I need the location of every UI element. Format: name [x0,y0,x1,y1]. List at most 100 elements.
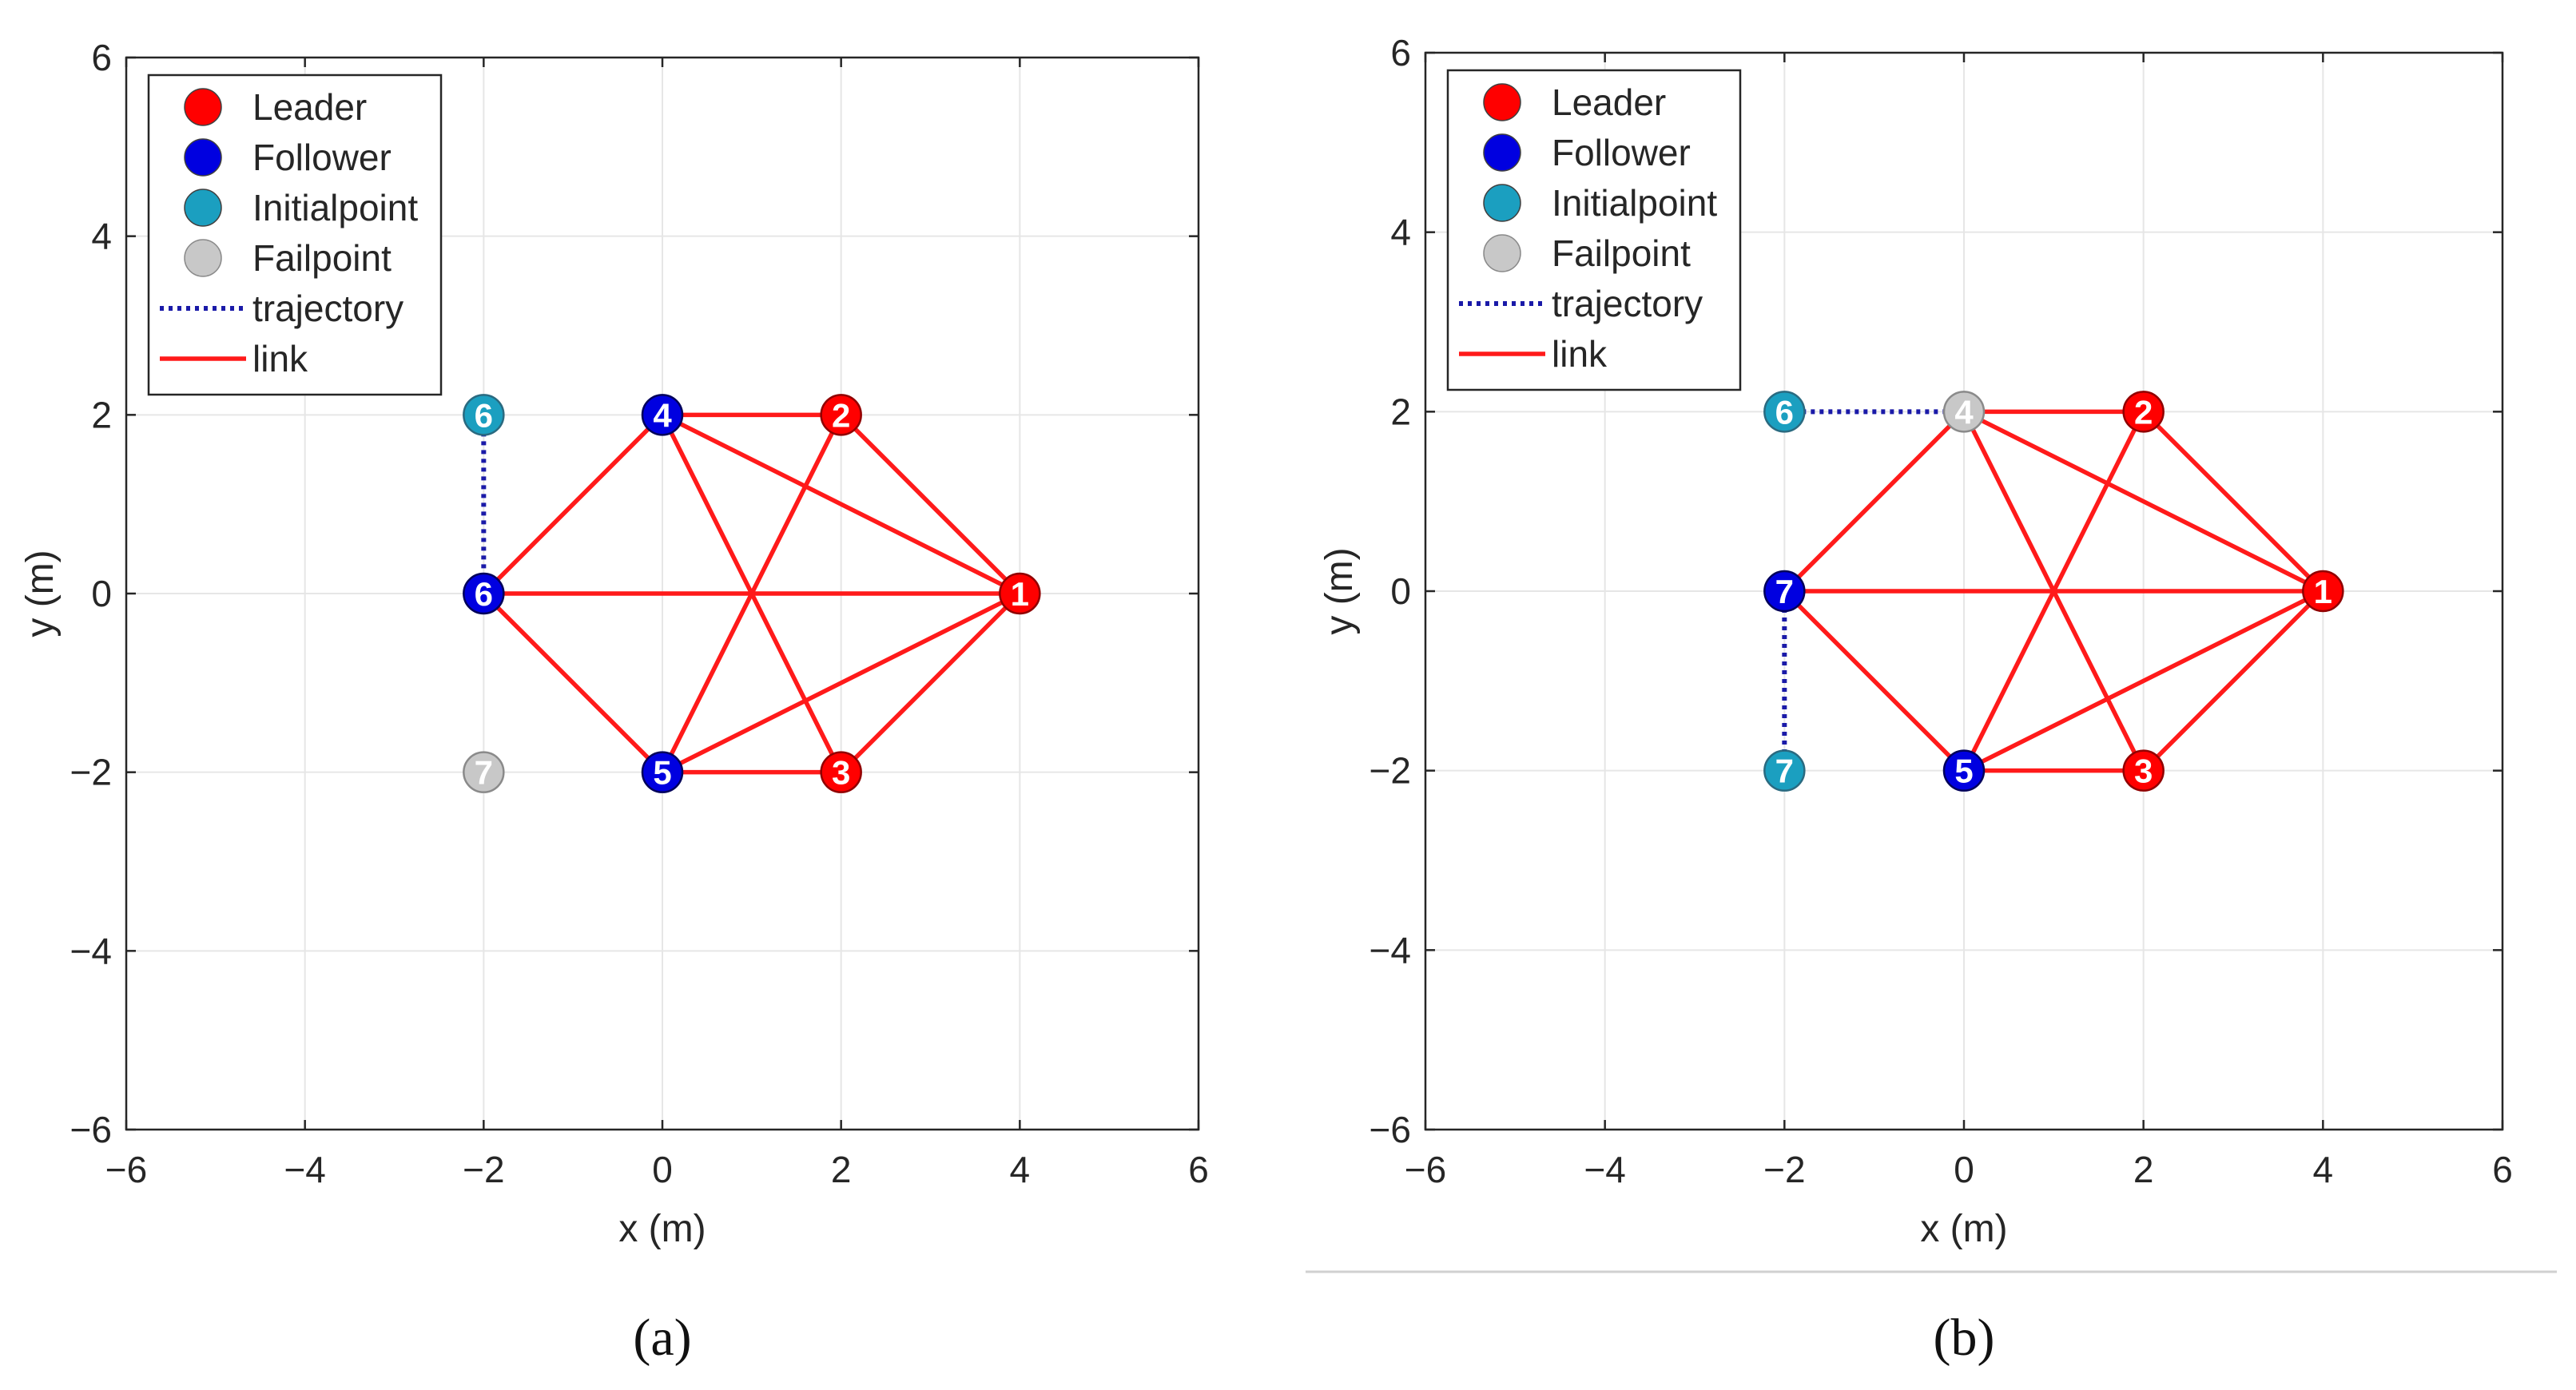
x-tick-label: −2 [1763,1149,1805,1190]
agent-marker-leader [820,394,862,436]
x-tick-label: 4 [1010,1149,1031,1190]
legend-label: Leader [252,86,367,128]
legend-label: trajectory [252,288,403,329]
agent-marker-follower [463,572,505,615]
x-axis-label: x (m) [1920,1208,2007,1250]
x-tick-label: −6 [1405,1149,1446,1190]
link-line [2141,410,2325,593]
legend-marker [184,189,222,227]
link-line [839,592,1022,774]
agent-id-label: 4 [1954,393,1974,431]
agent-id-label: 5 [1954,753,1973,790]
agent-marker-follower [641,751,684,793]
link-line [482,413,664,595]
y-tick-label: −2 [1369,750,1411,792]
legend-marker [184,88,222,126]
agent-id-label: 7 [1775,573,1794,610]
legend-label: Follower [1552,132,1691,173]
x-tick-label: 0 [1954,1149,1974,1190]
agent-marker-leader [2302,570,2344,613]
agent-id-label: 2 [2134,393,2153,431]
x-tick-label: −4 [1584,1149,1625,1190]
agent-marker-initial [463,394,505,436]
agent-id-label: 6 [1775,393,1794,431]
x-tick-label: 6 [2492,1149,2513,1190]
agent-marker-initial [1763,391,1806,433]
y-tick-label: 4 [1390,212,1411,253]
legend-label: link [252,338,308,379]
agent-marker-follower [641,394,684,436]
link-line [482,592,664,774]
link-line [1783,590,1966,772]
legend-marker [184,138,222,177]
legend-marker [1483,133,1521,172]
link-line [1962,589,2324,773]
y-tick-label: 6 [91,37,112,78]
agent-id-label: 4 [653,396,672,434]
x-tick-label: 6 [1188,1149,1209,1190]
legend-label: Initialpoint [252,187,418,228]
panel-caption: (b) [1934,1309,1995,1367]
legend-marker [184,239,222,277]
link-line [1962,411,2146,772]
x-tick-label: 0 [652,1149,673,1190]
y-tick-label: 4 [91,216,112,257]
agent-marker-initial [1763,749,1806,792]
y-tick-label: −6 [70,1109,112,1150]
x-axis-label: x (m) [618,1208,706,1250]
link-line [2141,590,2325,772]
legend-marker [1483,83,1521,121]
legend-label: Failpoint [252,237,392,279]
x-tick-label: 2 [2133,1149,2154,1190]
agent-marker-fail [463,751,505,793]
x-tick-label: −2 [463,1149,504,1190]
agent-id-label: 7 [1775,753,1794,790]
y-tick-label: 0 [1390,570,1411,612]
agent-marker-fail [1942,391,1986,433]
legend-marker [1483,184,1521,222]
legend-marker [1483,234,1521,272]
agent-id-label: 6 [475,396,493,434]
agent-id-label: 6 [475,575,493,613]
link-line [1783,410,1966,593]
agent-id-label: 7 [475,754,493,792]
agent-id-label: 1 [2314,573,2332,610]
agent-marker-leader [999,572,1041,615]
legend-label: link [1552,333,1608,375]
agent-id-label: 2 [832,396,850,434]
link-line [661,412,1021,596]
legend-label: Initialpoint [1552,182,1717,224]
agent-marker-follower [1942,749,1986,792]
y-tick-label: 6 [1390,32,1411,73]
legend-label: Follower [252,137,392,178]
y-tick-label: 2 [1390,391,1411,432]
y-tick-label: −2 [70,752,112,793]
agent-marker-leader [820,751,862,793]
link-line [660,414,844,773]
legend-label: Leader [1552,81,1666,123]
x-tick-label: 2 [831,1149,852,1190]
x-tick-label: −4 [284,1149,325,1190]
agent-marker-follower [1763,570,1806,613]
y-tick-label: 2 [91,394,112,435]
legend-label: Failpoint [1552,232,1691,274]
panel-caption: (a) [633,1309,691,1367]
y-axis-label: y (m) [1318,547,1361,634]
y-tick-label: −4 [70,930,112,971]
link-line [839,413,1022,595]
agent-id-label: 1 [1011,575,1029,613]
y-tick-label: 0 [91,573,112,614]
legend-box [147,73,443,396]
link-line [661,591,1021,775]
agent-marker-leader [2122,391,2165,433]
legend-box [1446,69,1742,391]
agent-id-label: 5 [653,754,671,792]
y-axis-label: y (m) [19,550,62,637]
x-tick-label: −6 [105,1149,147,1190]
agent-id-label: 3 [832,754,850,792]
x-tick-label: 4 [2313,1149,2334,1190]
y-tick-label: −6 [1369,1109,1411,1150]
link-line [1962,409,2324,594]
chart-panel-b: −6 −4 −2 0 2 4 6 −6 −4 −2 0 2 4 6 x (m) y (m) 1 2 3 5 7 4 6 7 Le… [1318,32,2513,1367]
